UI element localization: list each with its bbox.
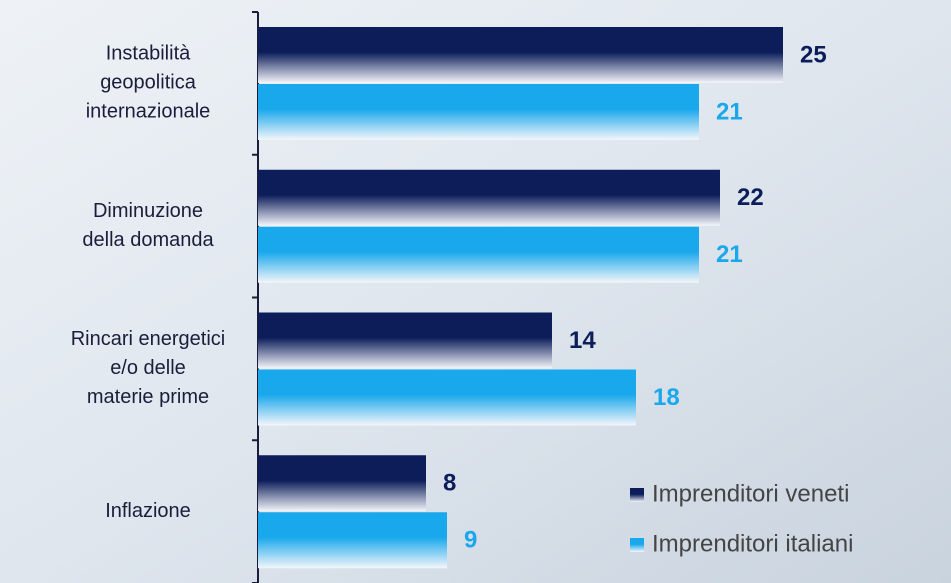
category-label: della domanda [82,229,214,251]
value-label: 21 [716,241,743,268]
category-label: internazionale [86,101,211,123]
bar [258,27,783,83]
category-label: Diminuzione [93,200,203,222]
value-label: 18 [653,384,680,411]
value-label: 25 [800,41,827,68]
category-label: Inflazione [105,500,191,522]
bar [258,227,699,283]
value-label: 9 [464,527,477,554]
category-label: geopolitica [100,72,197,94]
bar [258,512,447,568]
bar [258,170,720,226]
bar [258,84,699,140]
value-label: 22 [737,184,764,211]
category-label: e/o delle [110,357,186,379]
bar [258,455,426,511]
chart: Instabilità geopolitica internazionale 25 21… [0,0,951,583]
value-label: 14 [569,327,596,354]
value-label: 21 [716,98,743,125]
legend-label: Imprenditori italiani [652,530,853,557]
value-label: 8 [443,470,456,497]
legend-swatch [630,538,644,552]
legend-swatch [630,488,644,502]
bar [258,313,552,369]
bar [258,370,636,426]
category-label: Instabilità [106,43,191,65]
page: {"chart_data": {"type": "hbar", "categor… [0,0,951,583]
category-label: materie prime [87,386,209,408]
category-label: Rincari energetici [71,328,226,350]
legend-label: Imprenditori veneti [652,480,849,507]
